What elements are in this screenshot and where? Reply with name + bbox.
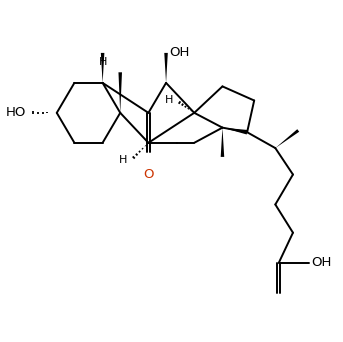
Text: HO: HO	[5, 106, 26, 119]
Polygon shape	[223, 128, 248, 134]
Text: OH: OH	[169, 47, 189, 60]
Text: H: H	[165, 95, 173, 105]
Polygon shape	[221, 128, 224, 157]
Polygon shape	[164, 53, 168, 83]
Polygon shape	[275, 129, 299, 148]
Polygon shape	[118, 72, 122, 113]
Polygon shape	[101, 53, 104, 83]
Text: H: H	[119, 155, 127, 166]
Text: H: H	[98, 57, 107, 67]
Text: O: O	[143, 168, 154, 181]
Text: OH: OH	[312, 256, 332, 269]
